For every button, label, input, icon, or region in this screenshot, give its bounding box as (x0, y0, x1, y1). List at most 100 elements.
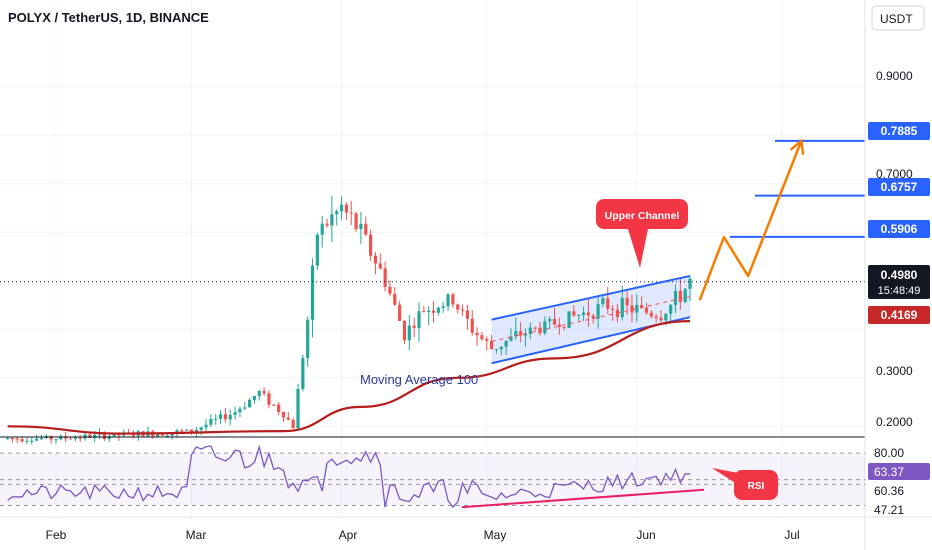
price-tick: 0.9000 (876, 69, 913, 83)
candle-body (277, 404, 281, 412)
candle-body (344, 204, 348, 213)
candle-body (185, 429, 189, 431)
candle-body (359, 223, 363, 230)
candle-body (581, 312, 586, 316)
candle-body (548, 318, 552, 322)
countdown-text: 15:48:49 (878, 285, 921, 297)
time-tick: Feb (46, 528, 67, 542)
price-tick: 0.3000 (876, 364, 913, 378)
candle-body (107, 436, 111, 439)
upper-channel-callout: Upper Channel (596, 199, 688, 268)
chart-title: POLYX / TetherUS, 1D, BINANCE (8, 10, 209, 25)
target-label-3: 0.5906 (868, 220, 930, 238)
candle-body (315, 234, 319, 266)
candle-body (398, 304, 402, 321)
candle-body (39, 438, 44, 440)
candle-body (306, 319, 310, 359)
time-tick: Apr (339, 528, 358, 542)
candle-body (490, 340, 494, 350)
candle-body (649, 312, 653, 317)
candle-body (519, 331, 523, 336)
channel-mid-line (491, 296, 691, 342)
currency-label: USDT (880, 12, 913, 26)
candle-body (194, 429, 198, 433)
candle-body (20, 439, 24, 442)
rsi-value-badge (868, 463, 930, 480)
candle-body (272, 404, 276, 406)
candle-body (364, 223, 368, 235)
rsi-value-text: 63.37 (874, 465, 904, 479)
candle-body (577, 315, 581, 317)
time-tick: May (484, 528, 507, 542)
candle-body (243, 407, 247, 409)
candle-body (673, 290, 678, 305)
candle-body (557, 324, 561, 327)
target-label-2: 0.6757 (868, 178, 930, 196)
candle-body (156, 433, 160, 437)
candle-body (180, 430, 184, 432)
candle-body (354, 213, 358, 230)
rsi-trendline (461, 488, 705, 509)
rsi-axis: 80.00 63.37 60.36 47.21 (868, 446, 930, 517)
candle-body (533, 327, 537, 329)
candle-body (552, 318, 557, 325)
overlays (491, 275, 691, 364)
candle-body (320, 223, 324, 235)
rsi-pane (0, 444, 865, 509)
candle-body (659, 317, 663, 321)
candle-body (441, 306, 445, 308)
candle-body (349, 212, 353, 214)
candle-body (238, 408, 242, 413)
candle-body (683, 288, 687, 302)
candle-body (286, 417, 290, 420)
candle-body (446, 294, 450, 307)
candle-body (606, 298, 610, 309)
candle-body (378, 263, 382, 269)
candle-body (417, 311, 421, 328)
candle-body (688, 278, 692, 289)
candle-body (325, 223, 329, 226)
candle-body (257, 391, 261, 397)
candle-body (301, 358, 305, 390)
candle-body (262, 391, 266, 394)
candle-body (291, 419, 295, 429)
candle-body (620, 297, 624, 318)
candle-body (431, 310, 436, 313)
last-price-text: 0.4980 (881, 268, 918, 282)
candle-body (175, 430, 179, 433)
rsi-tick: 80.00 (874, 446, 904, 460)
candle-body (528, 327, 532, 335)
candle-body (281, 411, 286, 418)
price-labels: 0.7885 0.6757 0.5906 0.4980 15:48:49 0.4… (868, 122, 930, 324)
candle-body (499, 346, 503, 349)
candle-body (625, 297, 629, 306)
candle-body (393, 293, 397, 305)
candle-body (635, 305, 639, 313)
currency-button[interactable]: USDT (871, 5, 925, 31)
candle-body (383, 268, 387, 287)
candle-body (189, 429, 194, 433)
time-tick: Mar (186, 528, 207, 542)
last-price-label: 0.4980 15:48:49 (868, 265, 930, 299)
rsi-line (7, 444, 691, 509)
candle-body (25, 440, 29, 442)
target-price-text: 0.7885 (881, 124, 918, 138)
candle-body (567, 311, 571, 328)
channel-upper-line (491, 274, 691, 321)
candle-body (209, 419, 213, 425)
candle-body (596, 304, 600, 319)
time-tick: Jun (636, 528, 655, 542)
candle-body (611, 308, 615, 310)
candle-body (543, 321, 547, 334)
lines (0, 138, 865, 435)
candle-body (427, 310, 431, 312)
rsi-tick: 47.21 (874, 503, 904, 517)
candle-body (373, 255, 378, 264)
target-price-text: 0.5906 (881, 222, 918, 236)
rsi-tick: 60.36 (874, 484, 904, 498)
projection-arrowhead (789, 138, 805, 155)
candle-body (504, 340, 508, 347)
candle-body (456, 304, 460, 310)
